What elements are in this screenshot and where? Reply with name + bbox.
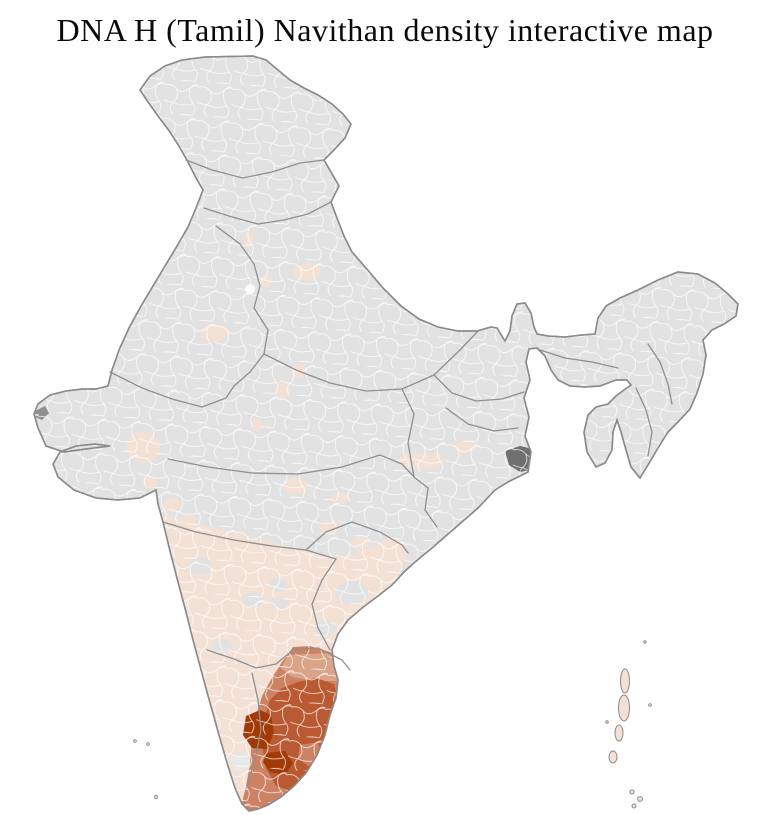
state-borders (109, 159, 673, 787)
andaman-nicobar-islands[interactable] (608, 668, 643, 809)
choropleth-layer (34, 56, 738, 811)
map-title: DNA H (Tamil) Navithan density interacti… (56, 12, 714, 48)
district-borders-overlay (34, 56, 738, 811)
small-island-dots (133, 640, 652, 800)
mumbai-dark-dot (152, 495, 156, 499)
